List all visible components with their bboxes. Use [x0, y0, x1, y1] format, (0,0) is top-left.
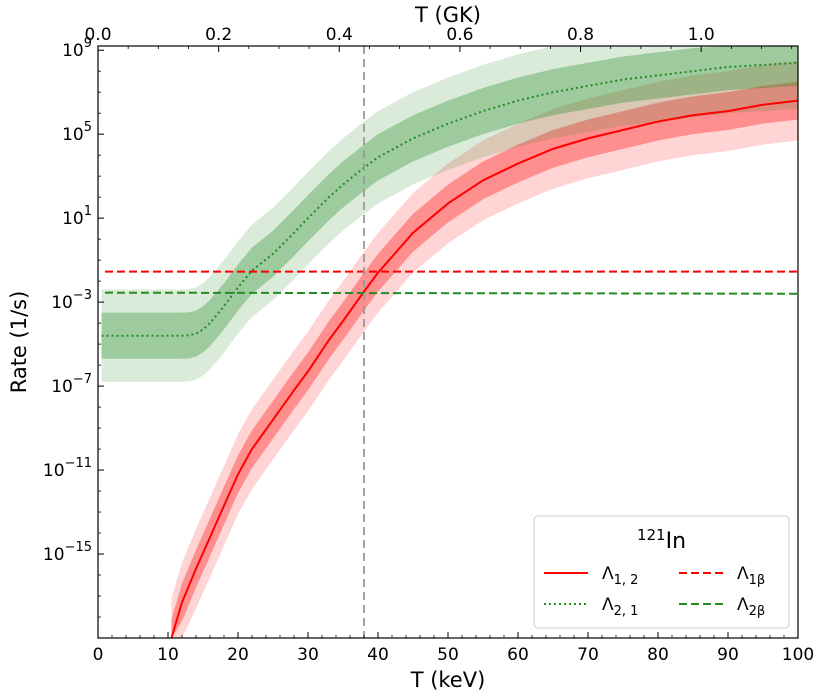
x-tick-label: 20 [227, 645, 249, 665]
lambda2b-line [104, 291, 798, 295]
lambda2b-legend-label: Λ2β [737, 595, 765, 619]
lambda1b-legend-label: Λ1β [737, 564, 765, 588]
x-tick-label: 90 [717, 645, 739, 665]
top-x-tick-label: 0.2 [205, 25, 232, 45]
lambda21-outer-band [101, 46, 798, 382]
lambda21-line [101, 61, 798, 337]
x-tick-label: 10 [157, 645, 179, 665]
top-x-tick-label: 0.4 [326, 25, 353, 45]
top-x-axis-title: T (GK) [414, 3, 481, 27]
lambda12-line [170, 99, 798, 638]
y-tick-label: 10−7 [51, 372, 92, 397]
y-tick-label: 10−3 [51, 288, 92, 313]
lambda12-outer-band [171, 60, 798, 638]
y-tick-label: 105 [62, 120, 92, 145]
legend: 121In Λ1, 2 Λ2, 1 Λ1β Λ2β [533, 515, 790, 629]
y-tick-label: 109 [62, 36, 92, 61]
lambda21-inner-band [101, 46, 798, 359]
x-tick-label: 80 [647, 645, 669, 665]
x-axis-title: T (keV) [410, 668, 486, 692]
x-tick-label: 40 [367, 645, 389, 665]
x-tick-label: 50 [437, 645, 459, 665]
y-tick-label: 10−11 [43, 456, 92, 481]
legend-box [533, 515, 790, 629]
top-x-tick-label: 0.6 [446, 25, 473, 45]
x-tick-label: 60 [507, 645, 529, 665]
x-tick-label: 30 [297, 645, 319, 665]
x-tick-label: 0 [93, 645, 104, 665]
top-x-tick-label: 0.0 [84, 25, 111, 45]
top-x-tick-label: 1.0 [688, 25, 715, 45]
x-tick-label: 70 [577, 645, 599, 665]
lambda12-legend-label: Λ1, 2 [602, 564, 638, 588]
series-lines [101, 61, 798, 638]
y-tick-label: 101 [62, 204, 92, 229]
legend-title: 121In [637, 526, 686, 554]
lambda12-inner-band [171, 81, 798, 638]
y-axis-title: Rate (1/s) [7, 291, 31, 394]
x-tick-label: 100 [782, 645, 814, 665]
uncertainty-bands [101, 46, 798, 638]
top-x-tick-label: 0.8 [567, 25, 594, 45]
axis-ticks: 0 10 20 30 40 50 60 70 80 90 100 0.0 0.2 0.4 0.6 0.8 1.0… [43, 25, 814, 665]
y-tick-label: 10−15 [43, 540, 92, 565]
lambda21-legend-label: Λ2, 1 [602, 595, 638, 619]
